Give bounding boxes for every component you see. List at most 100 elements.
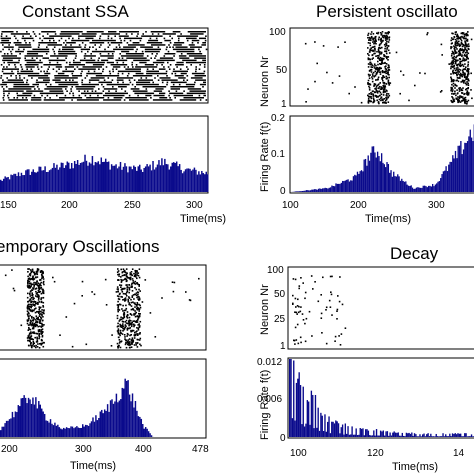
histogram-bar [382,430,384,437]
histogram-bar [417,436,420,437]
spike-dot [137,334,139,336]
spike-dot [118,320,121,322]
spike-dot [137,329,140,331]
spike-dot [125,304,127,307]
spike-dot [461,60,463,63]
spike-dot [452,62,454,64]
histogram-bar [339,433,341,437]
spike-dot [131,321,133,324]
spike-train [43,79,50,81]
histogram-bar [62,162,64,192]
spike-train [125,53,144,55]
spike-dot [372,37,375,40]
spike-dot [28,307,30,310]
spike-dot [33,332,35,334]
spike-dot [39,283,41,286]
spike-dot [455,60,457,62]
spike-dot [370,93,372,95]
spike-dot [124,297,127,299]
spike-dot [453,55,455,58]
spike-dot [41,334,44,337]
spike-dot [149,312,152,314]
spike-dot [35,270,38,273]
spike-dot [388,39,391,41]
histogram-bar [112,403,115,437]
spike-dot [465,66,467,68]
spike-dot [460,39,463,42]
spike-dot [19,64,22,66]
spike-dot [132,66,134,68]
spike-dot [456,71,459,73]
spike-dot [384,85,386,87]
spike-dot [37,46,40,48]
histogram-bar [10,174,12,192]
spike-dot [456,44,459,47]
spike-dot [125,291,128,294]
spike-train [13,83,30,86]
spike-dot [119,323,121,326]
ytick-decay-rate-0.006: 0.006 [257,394,282,405]
histogram-bar [413,188,415,192]
spike-dot [134,315,137,318]
histogram-bar [35,172,37,192]
spike-dot [460,75,463,77]
spike-dot [294,278,297,281]
spike-dot [49,61,51,64]
spike-dot [461,96,464,98]
histogram-bar [450,436,452,437]
spike-dot [294,297,297,300]
spike-dot [454,92,456,95]
spike-dot [387,66,389,69]
spike-dot [464,43,467,46]
histogram-bar [351,426,353,437]
spike-dot [385,63,388,65]
spike-dot [120,332,123,334]
histogram-bar [16,412,18,437]
spike-dot [42,296,45,299]
spike-train [85,61,105,64]
histogram-bar [426,434,428,437]
spike-dot [458,71,461,73]
spike-dot [28,326,30,329]
histogram-bar [406,184,408,192]
spike-dot [117,345,120,348]
spike-dot [3,94,5,97]
histogram-bar [158,160,160,192]
spike-train [113,48,134,51]
spike-dot [42,345,45,348]
spike-dot [464,92,466,95]
spike-dot [126,286,129,288]
histogram-bar [378,156,380,192]
spike-dot [36,337,38,340]
spike-train [7,61,20,64]
spike-dot [131,278,134,280]
spike-dot [32,340,35,343]
spike-dot [131,274,133,277]
spike-dot [86,75,88,77]
spike-dot [378,46,381,49]
spike-dot [378,44,381,46]
spike-train [66,42,76,44]
histogram-bar [83,426,85,437]
spike-dot [28,42,31,44]
spike-dot [387,96,390,98]
spike-dot [130,273,133,276]
spike-train [72,61,81,64]
spike-dot [33,318,35,320]
spike-dot [6,77,8,79]
spike-train [177,35,199,37]
spike-dot [138,303,140,306]
spike-dot [464,72,466,75]
spike-dot [31,300,33,303]
spike-dot [373,63,376,65]
histogram-bar [457,145,459,192]
spike-dot [373,67,376,69]
spike-dot [378,87,380,89]
spike-dot [26,320,29,322]
spike-dot [131,61,134,64]
histogram-bar [174,163,176,192]
histogram-bar [90,163,92,192]
spike-dot [102,70,104,73]
histogram-bar [312,189,314,192]
spike-dot [93,293,96,296]
